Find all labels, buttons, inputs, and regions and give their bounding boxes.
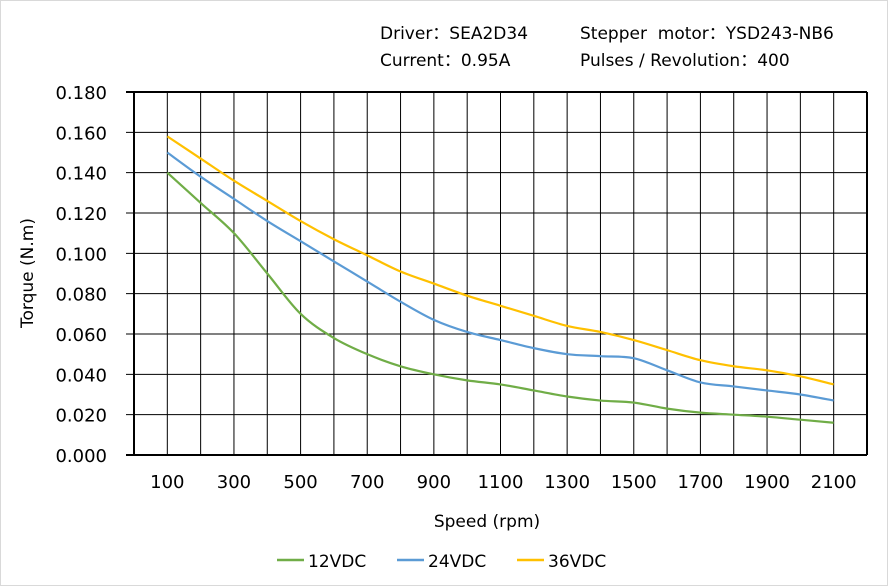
x-tick-labels: 100 300 500 700 900 1100 1300 1500 1700 1900 2100 [150, 472, 856, 493]
x-tick-label: 1500 [611, 472, 657, 493]
driver-label: Driver：SEA2D34 [380, 24, 529, 44]
x-tick-label: 1100 [478, 472, 524, 493]
y-tick-label: 0.180 [55, 83, 107, 104]
y-tick-label: 0.120 [55, 204, 107, 225]
legend: 12VDC 24VDC 36VDC [277, 552, 606, 572]
x-tick-label: 500 [283, 472, 317, 493]
y-tick-label: 0.040 [55, 365, 107, 386]
y-tick-label: 0.000 [55, 446, 107, 467]
series-line-12VDC [166, 171, 834, 424]
x-tick-label: 1700 [678, 472, 724, 493]
y-tick-label: 0.080 [55, 285, 107, 306]
pulses-label: Pulses / Revolution：400 [580, 51, 790, 71]
legend-label: 12VDC [308, 552, 366, 572]
x-tick-label: 900 [417, 472, 451, 493]
series-lines [166, 135, 834, 424]
legend-label: 24VDC [428, 552, 486, 572]
grid [126, 91, 868, 456]
series-line-36VDC [166, 135, 834, 386]
current-label: Current：0.95A [380, 51, 511, 71]
y-tick-labels: 0.000 0.020 0.040 0.060 0.080 0.100 0.120 0.140… [55, 83, 107, 467]
x-tick-label: 2100 [811, 472, 857, 493]
y-tick-label: 0.100 [55, 244, 107, 265]
y-tick-label: 0.060 [55, 325, 107, 346]
x-axis-label: Speed (rpm) [434, 512, 540, 532]
x-tick-label: 1300 [544, 472, 590, 493]
y-tick-label: 0.160 [55, 123, 107, 144]
legend-label: 36VDC [548, 552, 606, 572]
x-tick-label: 1900 [744, 472, 790, 493]
series-line-24VDC [166, 151, 834, 402]
x-tick-label: 100 [150, 472, 184, 493]
x-tick-label: 300 [217, 472, 251, 493]
x-tick-label: 700 [350, 472, 384, 493]
y-tick-label: 0.140 [55, 164, 107, 185]
y-axis-label: Torque (N.m) [18, 218, 38, 329]
motor-label: Stepper motor：YSD243-NB6 [580, 24, 834, 44]
y-tick-label: 0.020 [55, 406, 107, 427]
